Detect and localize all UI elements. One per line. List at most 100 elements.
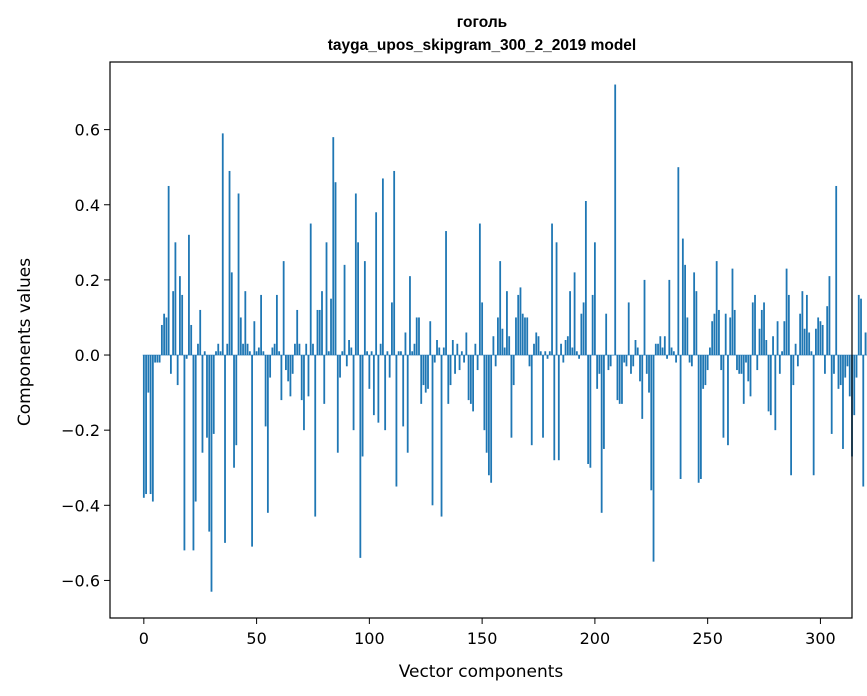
bar-93 — [352, 355, 355, 431]
y-tick-label-0.2: 0.2 — [75, 271, 100, 290]
bar-259 — [727, 355, 729, 446]
bar-44 — [242, 343, 244, 356]
bar-8 — [160, 324, 163, 356]
bar-42 — [237, 193, 240, 356]
bar-249 — [704, 355, 707, 386]
x-axis: 0 50 100 150 200 250 300 — [139, 618, 836, 648]
bar-104 — [377, 355, 380, 423]
bar-271 — [754, 294, 756, 356]
bar-160 — [503, 347, 506, 356]
bar-24 — [197, 343, 199, 356]
bar-34 — [219, 351, 222, 356]
bar-144 — [467, 355, 470, 401]
bar-199 — [591, 294, 594, 356]
bar-182 — [553, 355, 556, 461]
bar-133 — [442, 347, 445, 356]
bar-269 — [749, 355, 752, 397]
bar-137 — [451, 340, 454, 356]
y-tick-label--0.2: −0.2 — [61, 421, 100, 440]
bar-192 — [575, 351, 578, 356]
bar-220 — [639, 355, 641, 382]
bar-286 — [787, 294, 790, 356]
bar-206 — [607, 355, 610, 371]
bar-272 — [756, 355, 759, 371]
x-tick-label-250: 250 — [692, 629, 723, 648]
bar-288 — [792, 355, 795, 386]
bar-233 — [668, 279, 671, 356]
bar-204 — [603, 355, 605, 449]
bar-260 — [729, 317, 732, 356]
bar-154 — [490, 355, 493, 483]
x-tick-label-300: 300 — [805, 629, 836, 648]
bar-222 — [643, 279, 646, 356]
bar-167 — [519, 287, 522, 356]
bar-138 — [454, 355, 456, 374]
bar-124 — [422, 355, 425, 386]
bar-131 — [438, 347, 441, 356]
bar-102 — [372, 355, 375, 416]
bar-82 — [327, 351, 330, 356]
bar-194 — [580, 313, 583, 356]
bar-200 — [593, 242, 596, 356]
bar-282 — [778, 355, 781, 374]
bar-92 — [350, 347, 353, 356]
bar-45 — [244, 291, 247, 356]
bar-300 — [819, 321, 822, 356]
bar-211 — [618, 355, 621, 404]
bar-143 — [465, 332, 468, 356]
bar-40 — [233, 355, 235, 468]
bar-175 — [537, 336, 540, 356]
bar-7 — [158, 355, 161, 363]
bar-292 — [801, 291, 804, 356]
y-tick-label--0.4: −0.4 — [61, 496, 100, 515]
bar-181 — [551, 223, 553, 356]
bar-87 — [339, 355, 341, 378]
bar-35 — [221, 133, 224, 356]
bar-165 — [515, 317, 517, 356]
bar-245 — [695, 291, 698, 356]
bar-298 — [815, 328, 817, 356]
bar-23 — [194, 355, 197, 502]
bar-84 — [332, 137, 335, 356]
bar-2 — [147, 355, 150, 393]
bar-135 — [447, 355, 450, 404]
bar-91 — [348, 340, 350, 356]
bar-177 — [542, 355, 544, 438]
bar-103 — [375, 212, 378, 356]
bar-81 — [325, 242, 328, 356]
bar-28 — [206, 355, 208, 438]
bar-30 — [210, 355, 213, 592]
bar-273 — [758, 328, 761, 356]
bar-80 — [323, 355, 326, 404]
bar-197 — [587, 355, 590, 464]
bar-278 — [769, 355, 772, 416]
bar-315 — [853, 355, 856, 416]
bar-73 — [307, 355, 310, 397]
bar-89 — [343, 264, 346, 356]
bar-86 — [336, 355, 339, 453]
bar-46 — [246, 343, 249, 356]
bar-163 — [510, 355, 513, 438]
bar-196 — [584, 201, 587, 356]
bar-108 — [386, 351, 389, 356]
bar-312 — [846, 355, 849, 367]
bar-71 — [303, 355, 305, 431]
bar-120 — [413, 343, 416, 356]
bar-32 — [215, 351, 217, 356]
bar-294 — [805, 294, 808, 356]
bar-178 — [544, 351, 547, 356]
y-tick-label-0.6: 0.6 — [75, 121, 100, 140]
bar-21 — [190, 324, 193, 356]
bar-261 — [731, 268, 734, 356]
bar-67 — [294, 343, 296, 356]
bar-223 — [645, 355, 648, 374]
bar-308 — [837, 355, 840, 389]
bar-15 — [176, 355, 179, 386]
plot-area-frame — [109, 61, 853, 619]
bar-264 — [738, 355, 741, 374]
bar-25 — [199, 309, 202, 356]
bar-161 — [506, 291, 508, 356]
bar-68 — [296, 309, 299, 356]
bar-90 — [345, 355, 348, 367]
bar-39 — [230, 272, 233, 356]
